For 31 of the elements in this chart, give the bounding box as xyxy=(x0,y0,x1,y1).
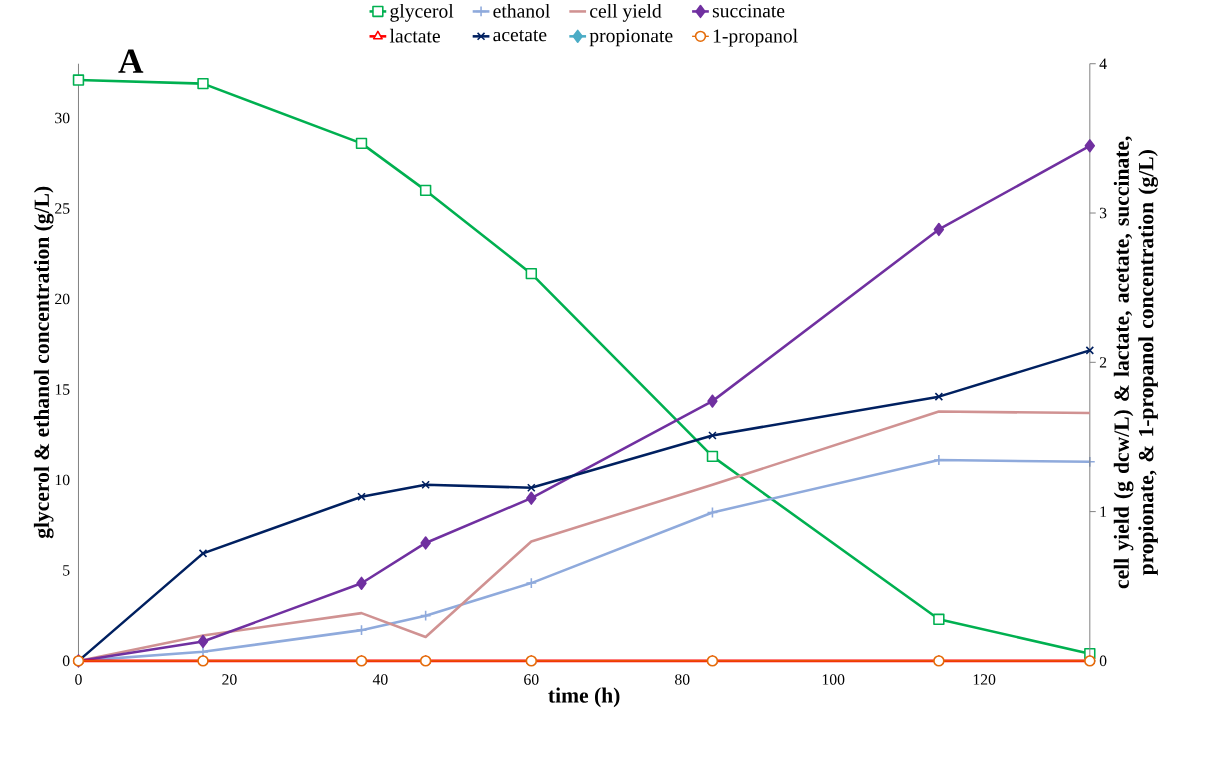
legend-label: glycerol xyxy=(390,3,454,22)
y-tick-label: 15 xyxy=(55,383,70,395)
x-tick-label: 100 xyxy=(822,673,845,685)
legend-label: succinate xyxy=(712,3,785,18)
y-tick-label: 0 xyxy=(62,655,70,666)
y-tick-label: 25 xyxy=(55,203,70,214)
x-tick-label: 60 xyxy=(524,673,539,685)
x-tick-label: 40 xyxy=(372,673,388,685)
annotation: A xyxy=(118,49,144,73)
y-tick-label: 30 xyxy=(55,112,70,124)
legend-label: lactate xyxy=(389,28,440,43)
x-axis-title: time (h) xyxy=(548,687,620,707)
legend-label: acetate xyxy=(493,29,547,42)
y-axis-title: glycerol & ethanol concentration (g/L) xyxy=(33,186,54,538)
y2-tick-label: 0 xyxy=(1099,655,1107,666)
y-tick-label: 10 xyxy=(55,474,70,485)
legend-label: cell yield xyxy=(590,3,662,22)
y2-tick-label: 3 xyxy=(1099,207,1107,219)
legend-label: 1-propanol xyxy=(713,28,798,47)
x-tick-label: 120 xyxy=(973,673,996,685)
legend-label: ethanol xyxy=(493,3,550,18)
y2-tick-label: 1 xyxy=(1100,506,1107,517)
y2-tick-label: 2 xyxy=(1099,356,1107,368)
y-tick-label: 20 xyxy=(55,293,70,305)
legend-label: propionate xyxy=(589,28,673,47)
x-tick-label: 80 xyxy=(675,673,690,685)
y2-tick-label: 4 xyxy=(1099,58,1107,69)
x-tick-label: 0 xyxy=(75,673,82,685)
y2-axis-title: cell yield (g dcw/L) & lactate, acetate, succinate, propionate, & 1-propanol concentration (g/L) xyxy=(1113,136,1158,588)
x-tick-label: 20 xyxy=(222,673,237,685)
y-tick-label: 5 xyxy=(63,564,70,576)
